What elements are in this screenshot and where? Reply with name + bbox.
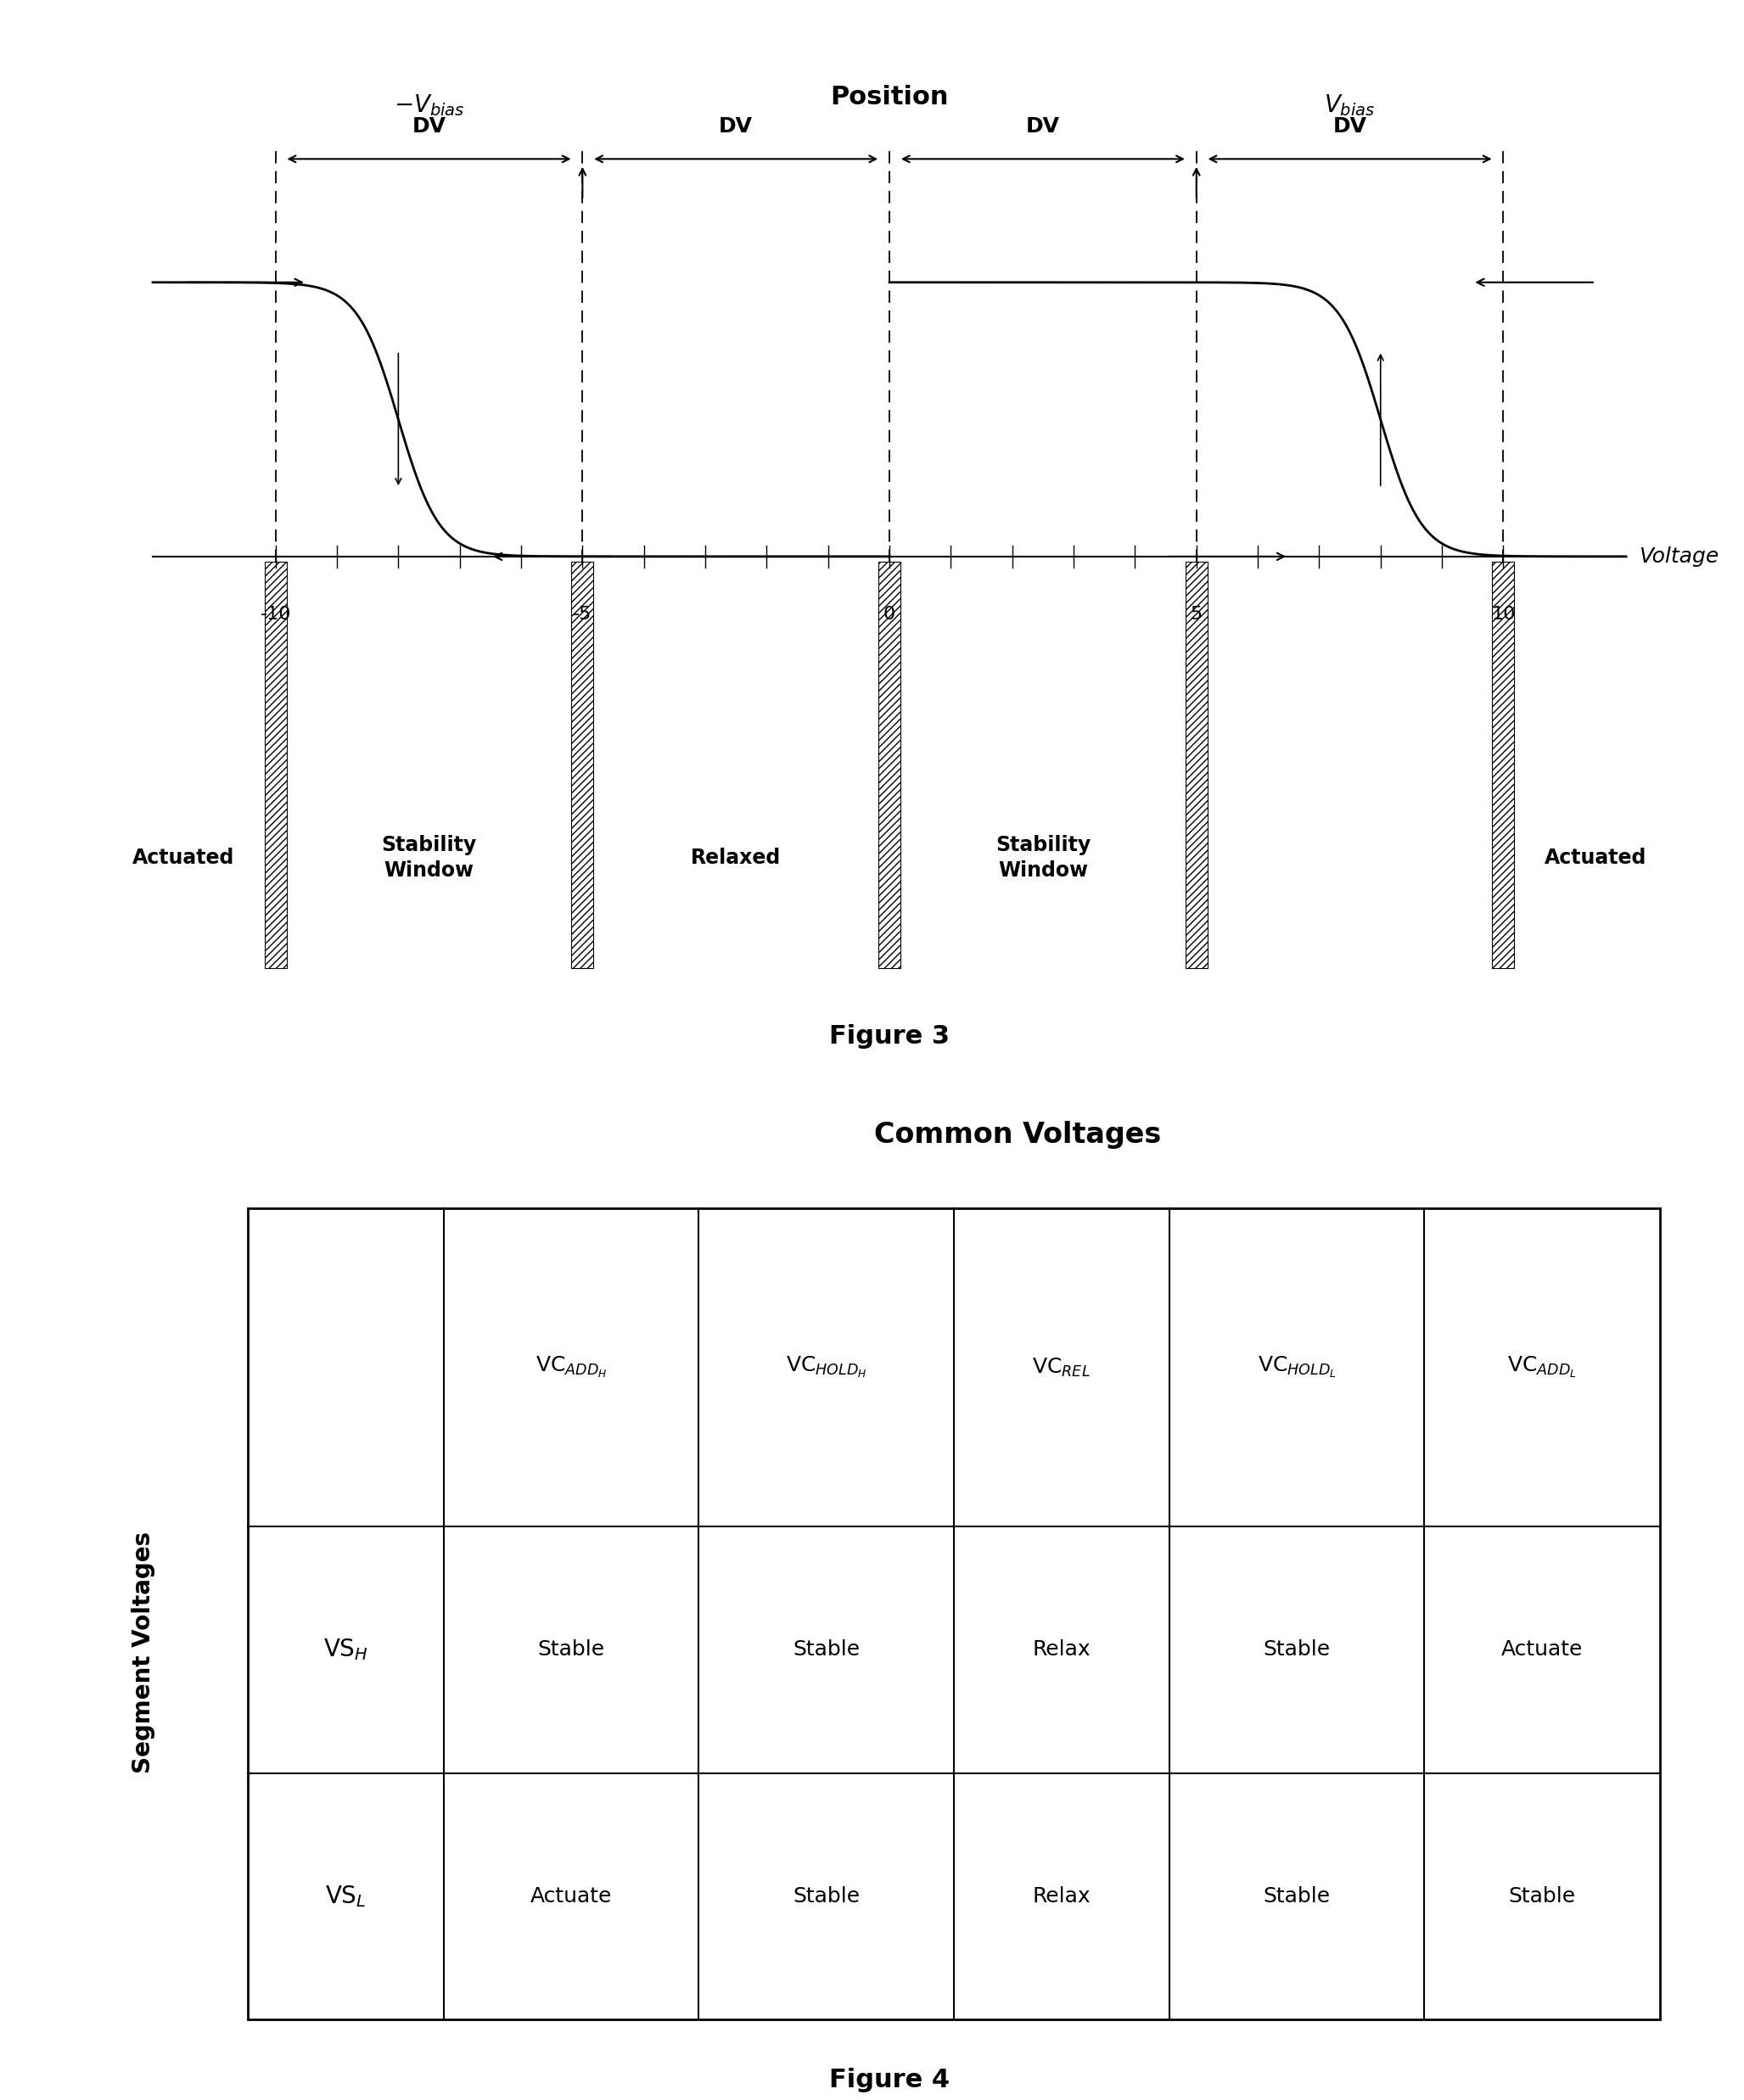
Text: -10: -10	[260, 605, 291, 624]
Text: $\mathrm{VC}_{REL}$: $\mathrm{VC}_{REL}$	[1032, 1357, 1090, 1378]
Text: $\mathrm{VS}_{L}$: $\mathrm{VS}_{L}$	[324, 1884, 366, 1909]
Text: $\mathrm{VC}_{HOLD_H}$: $\mathrm{VC}_{HOLD_H}$	[785, 1354, 867, 1380]
Text: Stable: Stable	[1263, 1640, 1331, 1659]
Text: Stability
Window: Stability Window	[382, 836, 476, 880]
Text: $\mathrm{VS}_{H}$: $\mathrm{VS}_{H}$	[323, 1638, 368, 1663]
Text: 5: 5	[1191, 605, 1202, 624]
Text: Position: Position	[830, 84, 949, 109]
Text: $\mathrm{VC}_{ADD_H}$: $\mathrm{VC}_{ADD_H}$	[535, 1354, 607, 1380]
Text: Stable: Stable	[1509, 1886, 1575, 1907]
Text: $\mathrm{VC}_{HOLD_L}$: $\mathrm{VC}_{HOLD_L}$	[1257, 1354, 1336, 1380]
Text: Relaxed: Relaxed	[691, 848, 781, 867]
Text: Stable: Stable	[1263, 1886, 1331, 1907]
Text: $V_{bias}$: $V_{bias}$	[1324, 92, 1376, 118]
Text: Segment Voltages: Segment Voltages	[131, 1531, 155, 1772]
Text: -5: -5	[574, 605, 591, 624]
Bar	[1493, 563, 1514, 968]
Text: DV: DV	[719, 118, 753, 136]
Text: Figure 4: Figure 4	[828, 2068, 950, 2092]
Text: Relax: Relax	[1032, 1886, 1090, 1907]
Text: Figure 3: Figure 3	[828, 1025, 950, 1048]
Bar	[265, 563, 286, 968]
Text: $\mathrm{VC}_{ADD_L}$: $\mathrm{VC}_{ADD_L}$	[1507, 1354, 1577, 1380]
Bar	[879, 563, 900, 968]
Bar	[572, 563, 593, 968]
Bar	[248, 1208, 1660, 2020]
Text: DV: DV	[412, 118, 446, 136]
Text: Stable: Stable	[537, 1640, 605, 1659]
Text: Actuate: Actuate	[1502, 1640, 1584, 1659]
Text: Stable: Stable	[792, 1640, 860, 1659]
Text: 0: 0	[884, 605, 895, 624]
Text: 10: 10	[1491, 605, 1516, 624]
Text: DV: DV	[1025, 118, 1060, 136]
Text: $-V_{bias}$: $-V_{bias}$	[394, 92, 464, 118]
Text: DV: DV	[1332, 118, 1367, 136]
Text: Voltage: Voltage	[1638, 546, 1718, 567]
Bar	[1186, 563, 1207, 968]
Text: Relax: Relax	[1032, 1640, 1090, 1659]
Text: Actuated: Actuated	[133, 848, 234, 867]
Text: Actuate: Actuate	[530, 1886, 612, 1907]
Text: Stable: Stable	[792, 1886, 860, 1907]
Text: Stability
Window: Stability Window	[996, 836, 1090, 880]
Text: Common Voltages: Common Voltages	[874, 1121, 1162, 1149]
Text: Actuated: Actuated	[1545, 848, 1646, 867]
